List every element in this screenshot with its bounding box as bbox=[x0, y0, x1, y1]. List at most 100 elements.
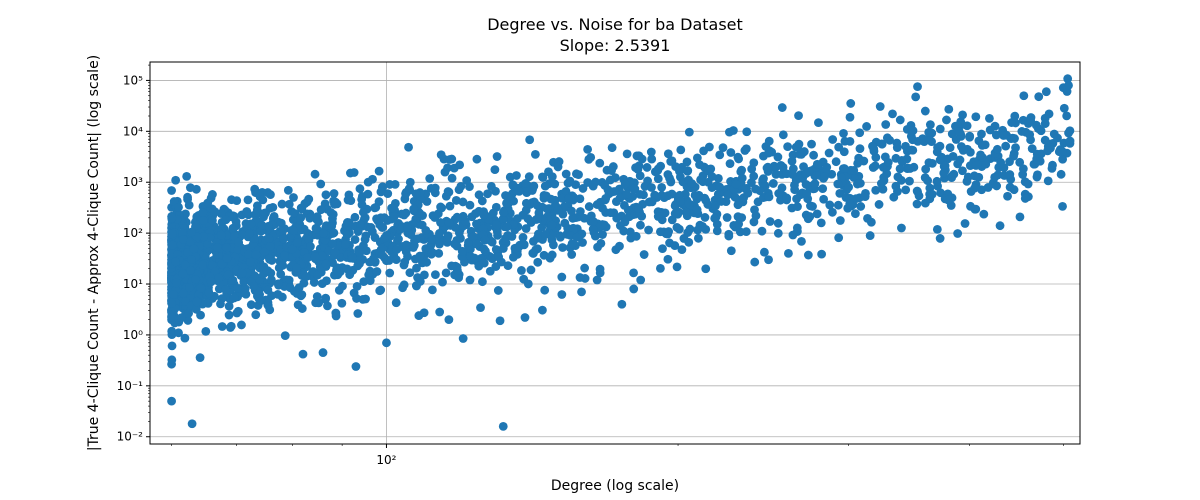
data-point bbox=[1064, 128, 1073, 138]
data-point bbox=[958, 110, 967, 120]
data-point bbox=[1064, 80, 1073, 90]
data-point bbox=[565, 176, 575, 186]
data-point bbox=[445, 201, 455, 211]
data-point bbox=[1059, 103, 1069, 113]
data-point bbox=[663, 149, 673, 159]
data-point bbox=[797, 236, 806, 246]
data-point bbox=[284, 199, 294, 209]
data-point bbox=[849, 165, 859, 175]
data-point bbox=[879, 173, 889, 182]
data-point bbox=[180, 333, 190, 343]
data-point bbox=[427, 285, 437, 295]
data-point bbox=[359, 277, 369, 287]
data-point bbox=[828, 135, 838, 144]
data-point bbox=[759, 247, 769, 257]
data-point bbox=[771, 169, 781, 179]
data-point bbox=[260, 208, 270, 218]
data-point bbox=[853, 179, 862, 189]
data-point bbox=[409, 204, 419, 214]
data-point bbox=[908, 145, 918, 155]
data-point bbox=[706, 164, 716, 174]
data-point bbox=[642, 163, 652, 172]
data-point bbox=[809, 150, 819, 160]
data-point bbox=[948, 151, 958, 161]
data-point bbox=[244, 229, 254, 239]
data-point bbox=[778, 130, 788, 140]
data-point bbox=[914, 191, 924, 201]
data-point bbox=[690, 190, 700, 200]
data-point bbox=[977, 129, 986, 139]
data-point bbox=[547, 172, 557, 182]
data-point bbox=[1019, 91, 1029, 101]
data-point bbox=[415, 251, 425, 261]
data-point bbox=[1026, 135, 1035, 145]
data-point bbox=[810, 179, 820, 189]
data-point bbox=[567, 239, 577, 249]
data-point bbox=[517, 266, 526, 275]
data-point bbox=[632, 151, 642, 161]
y-tick-label: 10⁴ bbox=[123, 124, 143, 138]
data-point bbox=[233, 306, 243, 316]
data-point bbox=[555, 232, 565, 242]
data-point bbox=[330, 247, 340, 257]
data-point bbox=[547, 250, 557, 260]
data-point bbox=[214, 273, 224, 283]
data-point bbox=[577, 287, 586, 297]
data-point bbox=[1026, 116, 1036, 125]
axis-ticks: 10⁻² 10⁻¹ 10⁰ 10¹ 10² 10³ 10⁴ 10⁵ 10² bbox=[117, 64, 1064, 467]
data-point bbox=[221, 215, 231, 225]
data-point bbox=[943, 195, 953, 205]
data-point bbox=[684, 199, 694, 209]
data-point bbox=[965, 132, 975, 142]
data-point bbox=[737, 165, 747, 175]
data-point bbox=[1043, 176, 1053, 186]
data-point bbox=[908, 135, 918, 145]
data-point bbox=[564, 194, 573, 203]
data-point bbox=[912, 199, 922, 209]
data-point bbox=[755, 186, 765, 196]
data-point bbox=[687, 179, 697, 188]
data-point bbox=[328, 239, 338, 249]
data-point bbox=[718, 143, 728, 153]
data-point bbox=[889, 192, 899, 202]
data-point bbox=[979, 209, 989, 219]
data-point bbox=[310, 252, 320, 261]
data-point bbox=[222, 254, 232, 263]
data-point bbox=[1044, 109, 1054, 119]
data-point bbox=[293, 300, 303, 310]
data-point bbox=[788, 150, 798, 160]
data-point bbox=[303, 253, 313, 262]
data-point bbox=[430, 183, 440, 193]
data-point bbox=[633, 164, 643, 174]
data-point bbox=[935, 234, 945, 243]
data-point bbox=[944, 104, 954, 114]
data-point bbox=[435, 307, 445, 317]
data-point bbox=[232, 196, 242, 206]
data-point bbox=[382, 230, 391, 240]
data-point bbox=[892, 143, 902, 153]
data-point bbox=[731, 179, 741, 189]
data-point bbox=[526, 265, 536, 275]
data-point bbox=[561, 187, 571, 196]
data-point bbox=[372, 267, 382, 276]
data-point bbox=[833, 179, 843, 189]
data-point bbox=[670, 209, 680, 218]
data-point bbox=[734, 219, 744, 229]
data-point bbox=[316, 179, 326, 189]
data-point bbox=[224, 310, 234, 320]
data-point bbox=[548, 240, 558, 250]
data-point bbox=[715, 150, 725, 160]
data-point bbox=[292, 263, 302, 273]
data-point bbox=[575, 194, 585, 204]
data-point bbox=[590, 231, 600, 241]
data-point bbox=[622, 189, 632, 199]
data-point bbox=[187, 255, 196, 264]
data-point bbox=[208, 190, 217, 199]
y-tick-label: 10² bbox=[123, 226, 143, 240]
data-point bbox=[470, 253, 479, 263]
data-point bbox=[433, 209, 443, 219]
data-point bbox=[525, 135, 535, 145]
data-point bbox=[186, 265, 195, 275]
data-point bbox=[677, 245, 687, 255]
data-point bbox=[1020, 194, 1030, 203]
